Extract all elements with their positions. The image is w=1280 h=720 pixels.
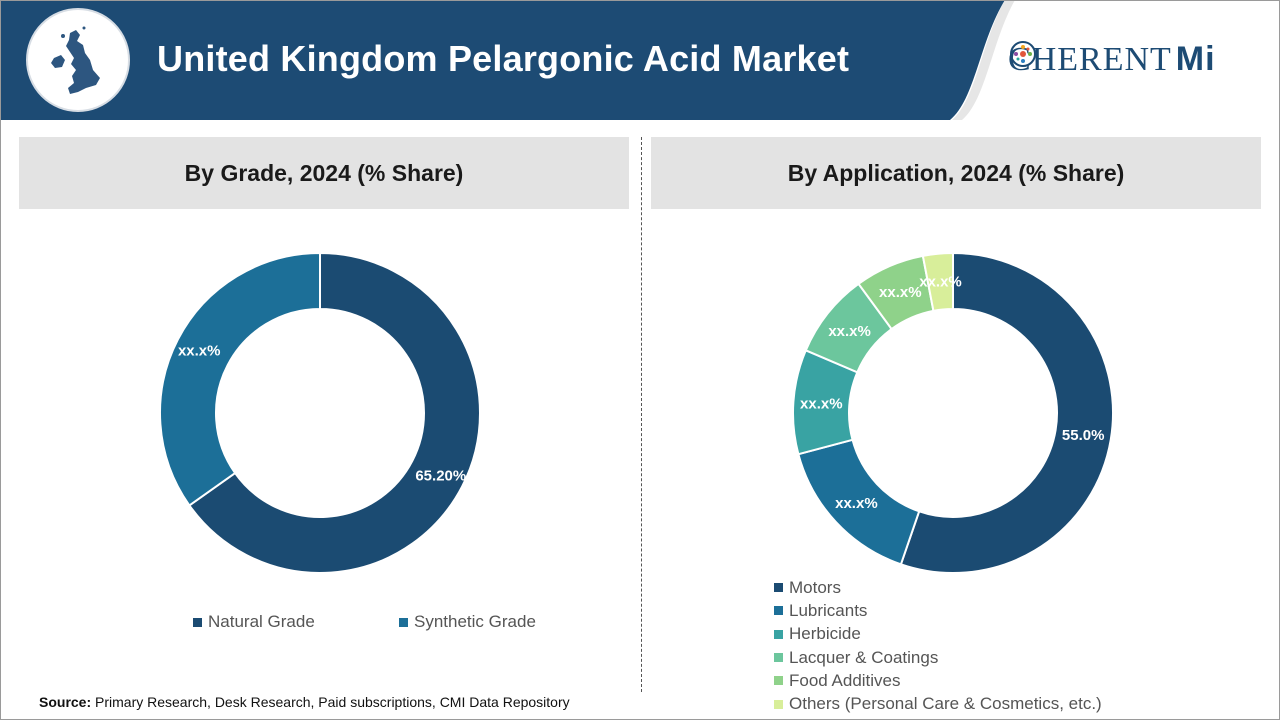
legend-swatch [774, 583, 783, 593]
legend-swatch [774, 606, 783, 616]
application-chart-title: By Application, 2024 (% Share) [651, 137, 1261, 209]
legend-item-natural-grade: Natural Grade [193, 612, 315, 632]
legend-item-herbicide: Herbicide [774, 623, 1102, 646]
legend-label: Herbicide [789, 624, 861, 644]
legend-item-lubricants: Lubricants [774, 599, 1102, 622]
logo-dots-icon [1010, 41, 1036, 67]
header-background [0, 0, 1015, 120]
grade-chart-title: By Grade, 2024 (% Share) [19, 137, 629, 209]
page-title: United Kingdom Pelargonic Acid Market [157, 38, 850, 79]
legend-item-food-additives: Food Additives [774, 669, 1102, 692]
legend-item-lacquer-coatings: Lacquer & Coatings [774, 646, 1102, 669]
grade-legend: Natural Grade Synthetic Grade [0, 612, 640, 634]
source-note: Source: Primary Research, Desk Research,… [39, 694, 570, 710]
legend-item-others: Others (Personal Care & Cosmetics, etc.) [774, 692, 1102, 715]
legend-swatch [774, 629, 783, 639]
legend-swatch [774, 653, 783, 663]
data-label-herbicide: xx.x% [800, 396, 843, 413]
legend-label: Synthetic Grade [414, 612, 536, 631]
legend-swatch [399, 617, 408, 627]
slice-motors [899, 251, 1114, 574]
data-label-food-additives: xx.x% [879, 284, 922, 301]
application-donut-chart: 55.0%xx.x%xx.x%xx.x%xx.x%xx.x% [792, 251, 1114, 574]
legend-item-synthetic-grade: Synthetic Grade [399, 612, 536, 632]
data-label-synthetic-grade: xx.x% [178, 342, 221, 359]
legend-item-motors: Motors [774, 576, 1102, 599]
data-label-lubricants: xx.x% [835, 495, 878, 512]
header-banner: United Kingdom Pelargonic Acid Market C … [0, 0, 1280, 120]
legend-label: Lubricants [789, 600, 868, 620]
legend-swatch [774, 699, 783, 709]
legend-label: Motors [789, 577, 841, 597]
legend-label: Lacquer & Coatings [789, 647, 939, 667]
legend-swatch [774, 676, 783, 686]
legend-swatch [193, 617, 202, 627]
uk-map-icon [51, 26, 100, 94]
application-legend: Motors Lubricants Herbicide Lacquer & Co… [774, 576, 1102, 716]
data-label-lacquer-coatings: xx.x% [828, 323, 871, 340]
legend-label: Food Additives [789, 670, 901, 690]
panel-divider [641, 137, 642, 692]
legend-label: Others (Personal Care & Cosmetics, etc.) [789, 694, 1102, 714]
slice-synthetic-grade [159, 251, 321, 507]
coherent-mi-logo: C HERENT Mi [1008, 40, 1216, 78]
legend-label: Natural Grade [208, 612, 315, 631]
data-label-motors: 55.0% [1062, 427, 1105, 444]
slice-others-personal-care-cosmetics-etc [921, 251, 954, 313]
slice-natural-grade [187, 251, 481, 574]
grade-donut-chart: 65.20% xx.x% [159, 251, 481, 574]
data-label-natural-grade: 65.20% [415, 468, 466, 485]
data-label-others-personal-care-cosmetics-etc: xx.x% [919, 274, 962, 291]
